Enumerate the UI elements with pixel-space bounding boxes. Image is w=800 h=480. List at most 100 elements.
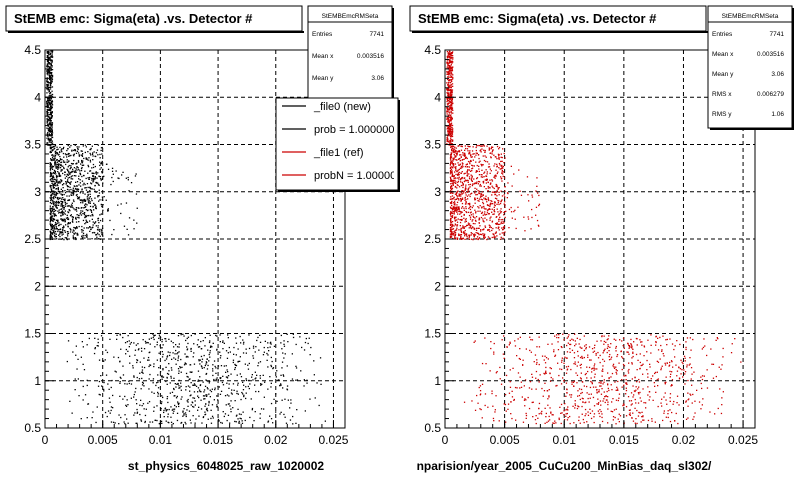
data-point xyxy=(197,379,200,381)
data-point xyxy=(285,422,288,424)
data-point xyxy=(448,52,451,54)
data-point xyxy=(62,160,65,162)
data-point xyxy=(484,151,486,153)
data-point xyxy=(446,71,448,73)
data-point xyxy=(499,238,502,240)
data-point xyxy=(690,367,693,369)
data-point xyxy=(519,336,521,338)
data-point xyxy=(119,395,121,397)
data-point xyxy=(92,175,94,177)
data-point xyxy=(467,150,469,152)
data-point xyxy=(593,405,596,407)
data-point xyxy=(64,174,66,176)
data-point xyxy=(566,408,568,410)
data-point xyxy=(47,85,49,87)
data-point xyxy=(49,174,52,176)
data-point xyxy=(161,422,163,424)
data-point xyxy=(475,229,478,231)
data-point xyxy=(175,397,178,399)
data-point xyxy=(233,389,235,391)
data-point xyxy=(529,349,531,352)
data-point xyxy=(461,211,463,213)
data-point xyxy=(464,154,466,156)
data-point xyxy=(448,87,450,89)
data-point xyxy=(82,385,84,388)
data-point xyxy=(451,98,453,101)
data-point xyxy=(178,385,180,387)
data-point xyxy=(166,383,168,385)
data-point xyxy=(494,205,496,207)
data-point xyxy=(56,161,59,163)
data-point xyxy=(96,236,98,238)
data-point xyxy=(98,393,100,396)
data-point xyxy=(448,101,451,103)
data-point xyxy=(165,410,167,412)
data-point xyxy=(281,367,283,369)
data-point xyxy=(219,334,221,336)
data-point xyxy=(527,218,530,220)
data-point xyxy=(526,176,529,178)
data-point xyxy=(169,354,171,357)
data-point xyxy=(452,58,454,60)
data-point xyxy=(452,210,454,213)
data-point xyxy=(49,63,51,65)
data-point xyxy=(566,337,568,339)
data-point xyxy=(490,157,492,159)
data-point xyxy=(64,171,66,173)
data-point xyxy=(59,151,61,153)
data-point xyxy=(292,415,294,418)
data-point xyxy=(313,360,315,362)
data-point xyxy=(456,227,458,229)
data-point xyxy=(81,162,84,164)
data-point xyxy=(523,385,525,387)
data-point xyxy=(49,131,51,133)
data-point xyxy=(685,341,687,343)
data-point xyxy=(215,334,217,337)
data-point xyxy=(626,351,628,353)
data-point xyxy=(47,70,50,72)
data-point xyxy=(66,149,68,152)
data-point xyxy=(83,369,86,371)
data-point xyxy=(536,361,538,364)
data-point xyxy=(152,333,154,335)
data-point xyxy=(482,218,484,220)
data-point xyxy=(632,348,634,350)
data-point xyxy=(199,384,202,386)
data-point xyxy=(598,402,600,404)
data-point xyxy=(139,372,141,374)
data-point xyxy=(610,343,612,345)
data-point xyxy=(449,164,452,166)
data-point xyxy=(472,215,474,217)
data-point xyxy=(446,98,448,100)
data-point xyxy=(52,186,55,188)
data-point xyxy=(50,67,52,69)
data-point xyxy=(477,180,480,183)
data-point xyxy=(60,208,62,210)
data-point xyxy=(491,146,493,148)
data-point xyxy=(560,412,562,414)
data-point xyxy=(461,198,464,200)
data-point xyxy=(173,387,175,390)
data-point xyxy=(536,185,538,187)
data-point xyxy=(452,112,454,114)
data-point xyxy=(451,133,454,135)
data-point xyxy=(475,182,478,185)
data-point xyxy=(76,193,78,196)
data-point xyxy=(103,388,105,391)
data-point xyxy=(77,147,79,150)
data-point xyxy=(254,371,256,373)
data-point xyxy=(448,126,451,128)
data-point xyxy=(67,222,70,224)
data-point xyxy=(81,164,83,166)
data-point xyxy=(61,151,63,153)
data-point xyxy=(557,362,559,364)
data-point xyxy=(689,357,691,359)
data-point xyxy=(490,226,492,229)
data-point xyxy=(498,146,501,149)
data-point xyxy=(450,230,452,233)
data-point xyxy=(49,221,51,223)
data-point xyxy=(138,348,140,350)
data-point xyxy=(120,377,122,379)
data-point xyxy=(487,229,489,231)
data-point xyxy=(453,225,455,227)
